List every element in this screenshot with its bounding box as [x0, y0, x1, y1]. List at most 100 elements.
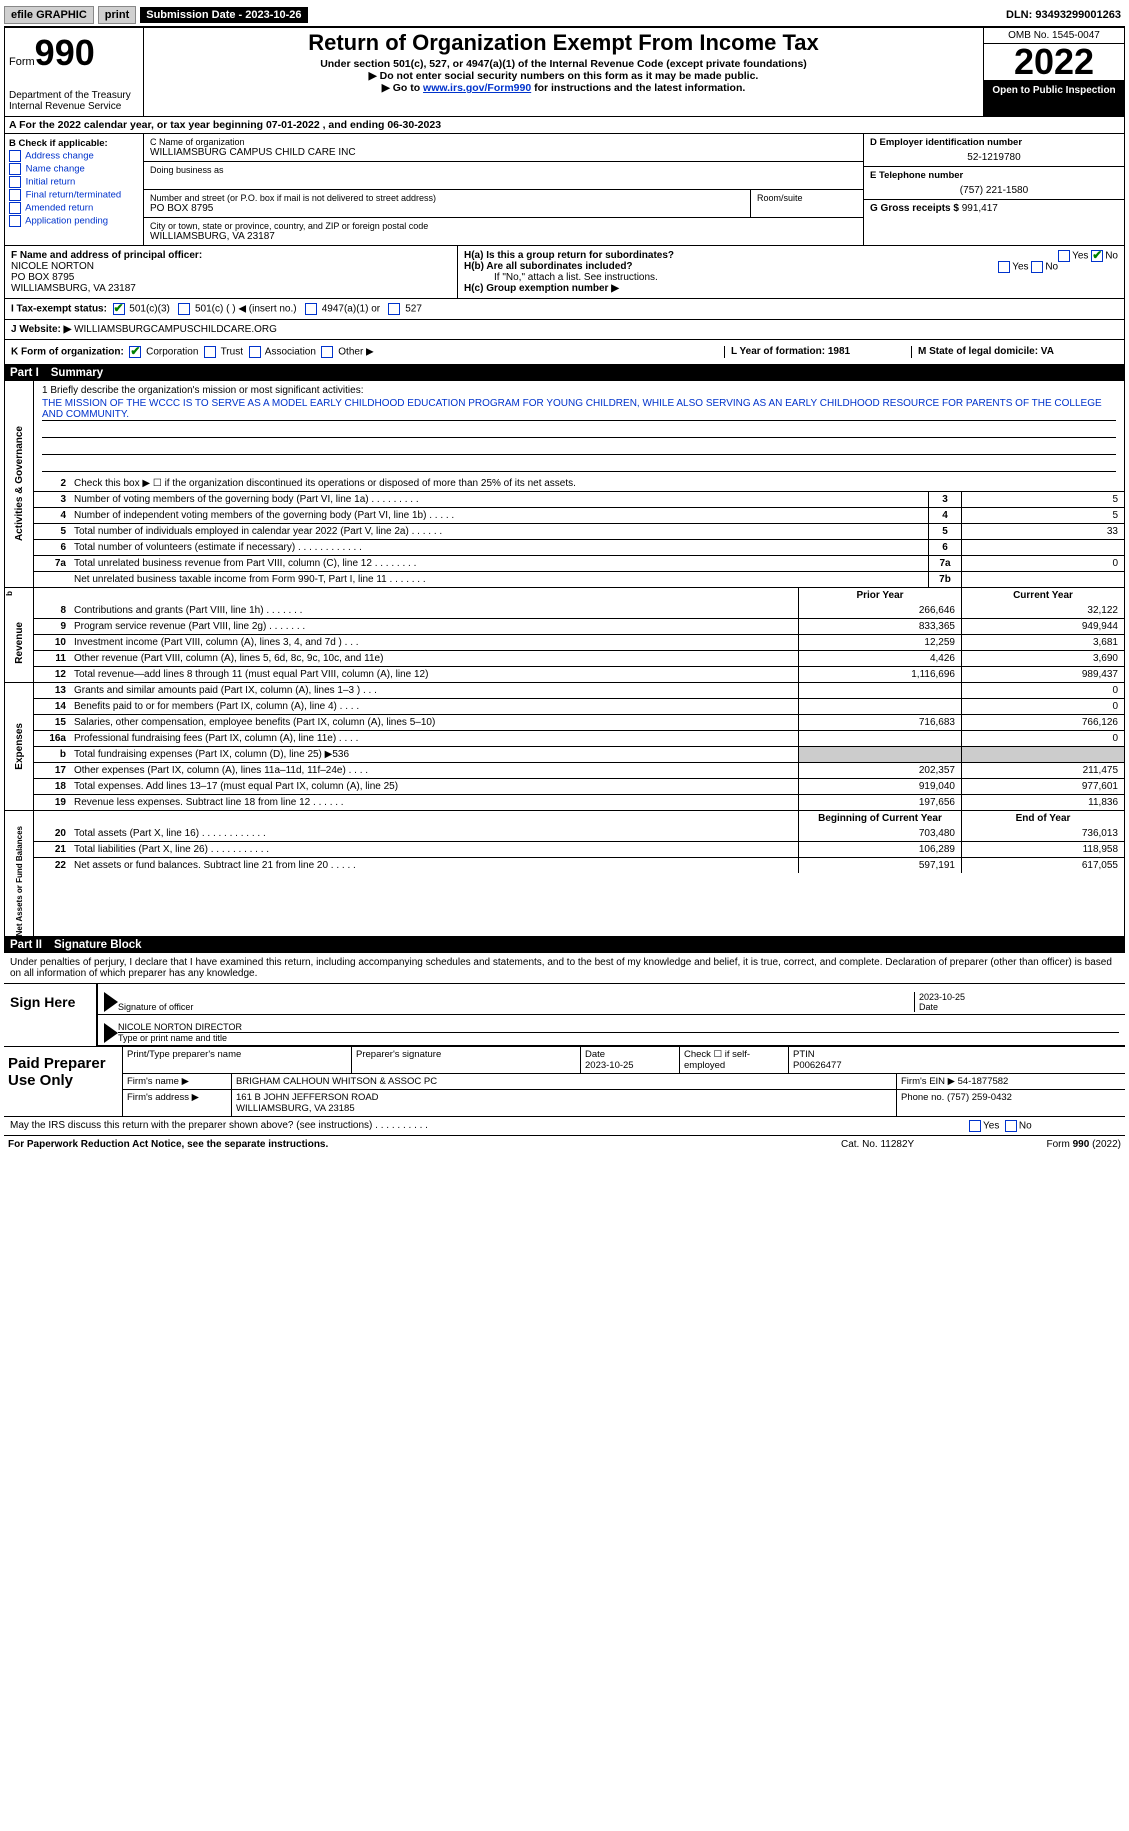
- part1-body: Activities & Governance 1 Briefly descri…: [4, 381, 1125, 937]
- gov-line: 7aTotal unrelated business revenue from …: [34, 555, 1124, 571]
- data-line: 19Revenue less expenses. Subtract line 1…: [34, 794, 1124, 810]
- part1-title: Summary: [51, 367, 103, 379]
- ha-row: H(a) Is this a group return for subordin…: [464, 250, 1118, 261]
- f-addr1: PO BOX 8795: [11, 272, 74, 283]
- chk-final[interactable]: Final return/terminated: [9, 189, 139, 201]
- firm-phone: Phone no. (757) 259-0432: [897, 1090, 1125, 1116]
- sig-date: 2023-10-25: [919, 992, 1119, 1002]
- col-f: F Name and address of principal officer:…: [5, 246, 458, 298]
- sig-name-lbl: Type or print name and title: [118, 1033, 1119, 1043]
- prep-row-3: Firm's address ▶ 161 B JOHN JEFFERSON RO…: [123, 1090, 1125, 1116]
- data-line: 20Total assets (Part X, line 16) . . . .…: [34, 826, 1124, 841]
- gov-line: 6Total number of volunteers (estimate if…: [34, 539, 1124, 555]
- discuss-no[interactable]: [1005, 1120, 1017, 1132]
- chk-501c[interactable]: [178, 303, 190, 315]
- gov-line: 2Check this box ▶ ☐ if the organization …: [34, 476, 1124, 491]
- footer-mid: Cat. No. 11282Y: [841, 1139, 981, 1150]
- row-i: I Tax-exempt status: 501(c)(3) 501(c) ( …: [4, 299, 1125, 320]
- sign-here-block: Sign Here Signature of officer 2023-10-2…: [4, 983, 1125, 1046]
- data-line: 10Investment income (Part VIII, column (…: [34, 634, 1124, 650]
- street-row: Number and street (or P.O. box if mail i…: [144, 190, 863, 218]
- print-button[interactable]: print: [98, 6, 136, 24]
- chk-trust[interactable]: [204, 346, 216, 358]
- chk-amended[interactable]: Amended return: [9, 202, 139, 214]
- gross-cell: G Gross receipts $ 991,417: [864, 200, 1124, 217]
- header-left: Form990 Department of the TreasuryIntern…: [5, 28, 144, 116]
- k-right: M State of legal domicile: VA: [911, 346, 1118, 358]
- chk-name[interactable]: Name change: [9, 163, 139, 175]
- chk-address[interactable]: Address change: [9, 150, 139, 162]
- chk-assoc[interactable]: [249, 346, 261, 358]
- ein-val: 52-1219780: [870, 152, 1118, 163]
- prep-date: Date 2023-10-25: [581, 1047, 680, 1073]
- irs-link[interactable]: www.irs.gov/Form990: [423, 82, 531, 94]
- part1-header: Part I Summary: [4, 365, 1125, 381]
- part2-title: Signature Block: [54, 939, 142, 951]
- gov-line: 3Number of voting members of the governi…: [34, 491, 1124, 507]
- org-name: WILLIAMSBURG CAMPUS CHILD CARE INC: [150, 147, 857, 158]
- city-lbl: City or town, state or province, country…: [150, 221, 857, 231]
- discuss-yes[interactable]: [969, 1120, 981, 1132]
- hc-row: H(c) Group exemption number ▶: [464, 283, 1118, 294]
- footer-left: For Paperwork Reduction Act Notice, see …: [8, 1139, 328, 1150]
- firm-name: BRIGHAM CALHOUN WHITSON & ASSOC PC: [232, 1074, 897, 1089]
- sig-arrow-icon: [104, 992, 118, 1012]
- side-na: Net Assets or Fund Balances: [5, 826, 34, 936]
- prep-self-emp[interactable]: Check ☐ if self-employed: [680, 1047, 789, 1073]
- data-line: 9Program service revenue (Part VIII, lin…: [34, 618, 1124, 634]
- mission-text: THE MISSION OF THE WCCC IS TO SERVE AS A…: [42, 396, 1116, 421]
- prep-sig-lbl: Preparer's signature: [352, 1047, 581, 1073]
- form-subtitle-3: ▶ Go to www.irs.gov/Form990 for instruct…: [152, 82, 975, 94]
- pycy-header: b Prior Year Current Year: [5, 587, 1124, 603]
- gov-line: Net unrelated business taxable income fr…: [34, 571, 1124, 587]
- form-header: Form990 Department of the TreasuryIntern…: [4, 27, 1125, 117]
- section-gov: Activities & Governance 1 Briefly descri…: [5, 381, 1124, 587]
- form-title: Return of Organization Exempt From Incom…: [152, 30, 975, 56]
- prep-ptin: PTIN P00626477: [789, 1047, 1125, 1073]
- chk-corp[interactable]: [129, 346, 141, 358]
- header-mid: Return of Organization Exempt From Incom…: [144, 28, 983, 116]
- org-name-lbl: C Name of organization: [150, 137, 857, 147]
- website-link[interactable]: WILLIAMSBURGCAMPUSCHILDCARE.ORG: [74, 324, 277, 335]
- tel-val: (757) 221-1580: [870, 185, 1118, 196]
- f-addr2: WILLIAMSBURG, VA 23187: [11, 283, 136, 294]
- dba-cell: Doing business as: [144, 162, 863, 190]
- hb-note: If "No," attach a list. See instructions…: [464, 272, 1118, 283]
- tel-lbl: E Telephone number: [870, 170, 1118, 181]
- gov-line: 5Total number of individuals employed in…: [34, 523, 1124, 539]
- py-hdr: Prior Year: [798, 588, 961, 603]
- data-line: 11Other revenue (Part VIII, column (A), …: [34, 650, 1124, 666]
- open-public: Open to Public Inspection: [984, 81, 1124, 116]
- sub3-pre: ▶ Go to: [382, 82, 423, 94]
- chk-4947[interactable]: [305, 303, 317, 315]
- i-lbl: I Tax-exempt status:: [11, 304, 107, 315]
- sig-declaration: Under penalties of perjury, I declare th…: [4, 953, 1125, 983]
- footer-right: Form 990 (2022): [981, 1139, 1121, 1150]
- col-c: C Name of organization WILLIAMSBURG CAMP…: [144, 134, 864, 245]
- street-val: PO BOX 8795: [150, 203, 744, 214]
- cy-hdr: Current Year: [961, 588, 1124, 603]
- j-lbl: J Website: ▶: [11, 324, 74, 335]
- chk-other[interactable]: [321, 346, 333, 358]
- city-val: WILLIAMSBURG, VA 23187: [150, 231, 857, 242]
- data-line: 16aProfessional fundraising fees (Part I…: [34, 730, 1124, 746]
- chk-pending[interactable]: Application pending: [9, 215, 139, 227]
- na-cy-hdr: End of Year: [961, 811, 1124, 826]
- sig-officer-lbl: Signature of officer: [118, 1002, 193, 1012]
- side-gov: Activities & Governance: [5, 381, 34, 587]
- dln: DLN: 93493299001263: [1006, 9, 1125, 21]
- chk-501c3[interactable]: [113, 303, 125, 315]
- chk-527[interactable]: [388, 303, 400, 315]
- dba-lbl: Doing business as: [150, 165, 857, 175]
- hb-row: H(b) Are all subordinates included? Yes …: [464, 261, 1118, 272]
- part1-num: Part I: [10, 367, 39, 379]
- gross-val: 991,417: [962, 203, 998, 214]
- sig-date-lbl: Date: [919, 1002, 1119, 1012]
- dept-label: Department of the TreasuryInternal Reven…: [9, 90, 139, 112]
- ein-cell: D Employer identification number 52-1219…: [864, 134, 1124, 167]
- chk-initial[interactable]: Initial return: [9, 176, 139, 188]
- part2-num: Part II: [10, 939, 42, 951]
- data-line: 17Other expenses (Part IX, column (A), l…: [34, 762, 1124, 778]
- efile-label: efile GRAPHIC: [4, 6, 94, 24]
- room-lbl: Room/suite: [757, 193, 857, 203]
